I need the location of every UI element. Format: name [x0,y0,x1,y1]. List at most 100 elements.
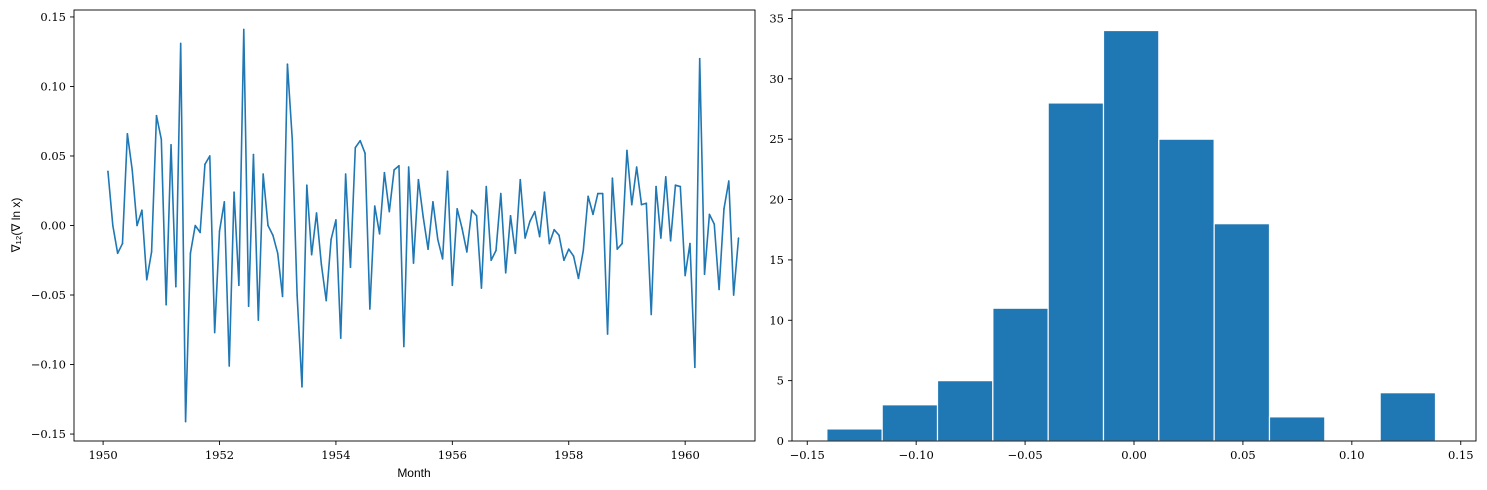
line-point [587,195,589,198]
line-point [252,153,255,156]
line-point [664,176,667,178]
line-point [645,202,648,205]
line-point [184,420,187,423]
line-point [621,242,623,245]
line-point [538,235,541,238]
line-point [403,345,405,348]
line-x-tick-label: 1958 [554,448,583,462]
line-point [446,170,449,173]
line-point [126,132,129,135]
line-point [354,146,357,149]
line-point [262,173,264,175]
line-point [398,164,400,167]
line-point [204,163,206,166]
line-point [369,308,371,310]
line-point [228,365,231,367]
line-point [315,212,318,214]
line-point [684,274,686,277]
line-point [131,169,134,171]
line-point [553,228,555,231]
histogram-y-tick-label: 5 [777,374,784,388]
histogram-bar [1102,29,1160,442]
histogram-bar [992,307,1049,442]
line-point [495,249,497,252]
line-point [378,233,381,235]
line-point [466,251,468,253]
line-point [606,333,609,335]
line-x-tick-label: 1954 [321,448,350,462]
line-point [432,201,434,203]
histogram-bar [1047,102,1105,442]
line-point [470,209,473,212]
line-point [412,262,415,264]
line-point [529,220,531,223]
line-point [679,185,682,188]
line-point [194,224,197,227]
line-point [155,114,158,117]
histogram-bar [881,404,939,442]
line-point [393,169,395,171]
line-point [242,28,245,31]
histogram-x-ticks: −0.15 −0.10 −0.05 0.00 0.05 0.10 0.15 [790,441,1474,462]
line-point [500,192,502,195]
histogram-y-tick-label: 15 [769,253,784,267]
line-point [737,237,740,239]
histogram-x-tick-label: −0.15 [790,448,825,462]
line-point [592,213,594,216]
line-point [597,192,599,195]
line-point [286,63,289,66]
histogram-y-tick-label: 0 [777,434,784,448]
line-point [383,171,386,174]
histogram-y-tick-label: 30 [769,72,784,86]
line-point [112,224,114,227]
histogram-y-tick-label: 20 [769,193,784,207]
line-point [718,288,720,291]
line-x-axis-label: Month [397,466,430,480]
line-point [150,251,153,253]
line-point [723,208,725,210]
line-point [233,191,235,193]
line-point [267,224,269,227]
line-point [121,242,124,245]
line-point [373,205,376,207]
line-point [514,252,517,255]
line-point [330,238,332,241]
histogram-y-tick-label: 35 [769,11,784,25]
line-point [436,238,439,241]
line-x-tick-label: 1956 [438,448,467,462]
line-point [616,248,619,250]
line-point [577,277,580,280]
line-point [422,216,425,218]
histogram-panel: −0.15 −0.10 −0.05 0.00 0.05 0.10 0.15 0 5 10 15 20… [769,9,1477,462]
line-point [325,299,328,302]
line-point [427,248,429,250]
line-point [441,258,444,260]
line-y-tick-label: 0.00 [40,219,66,233]
line-y-tick-label: −0.05 [31,288,66,302]
line-point [291,138,294,141]
line-point [475,214,478,217]
line-point [218,230,221,232]
line-point [524,237,526,239]
line-point [572,255,575,257]
line-point [247,305,250,307]
line-point [689,242,691,245]
line-y-tick-label: −0.10 [31,358,66,372]
line-point [165,303,167,306]
histogram-y-tick-label: 10 [769,313,784,327]
line-point [407,166,410,168]
line-point [728,180,730,182]
histogram-bars-group [826,29,1437,442]
line-point [519,178,522,181]
line-point [306,184,308,186]
line-point [276,252,279,255]
line-point [141,209,143,212]
histogram-x-tick-label: −0.05 [1007,448,1042,462]
line-point [107,170,109,173]
histogram-bar [1379,392,1437,442]
line-chart-panel: 1950 1952 1954 1956 1958 1960 −0.15 −0.10 −0.05… [9,9,756,480]
histogram-x-tick-label: 0.05 [1230,448,1256,462]
line-point [145,278,148,281]
line-point [116,252,119,255]
line-point [582,249,585,252]
